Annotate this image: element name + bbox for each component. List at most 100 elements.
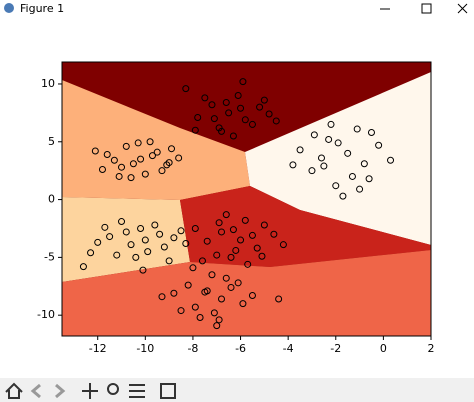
- scatter-point: [222, 274, 230, 282]
- zoom-button[interactable]: [107, 383, 119, 395]
- scatter-point: [289, 161, 297, 169]
- x-tick-label: -6: [235, 342, 246, 355]
- scatter-point: [218, 127, 226, 135]
- scatter-point: [141, 170, 149, 178]
- toolbar: [0, 378, 474, 402]
- scatter-point: [153, 148, 161, 156]
- scatter-point: [232, 246, 240, 254]
- scatter-point: [239, 78, 247, 86]
- scatter-point: [165, 159, 173, 167]
- scatter-point: [265, 110, 273, 118]
- scatter-point: [260, 96, 268, 104]
- scatter-point: [165, 257, 173, 265]
- decision-regions: [62, 62, 431, 336]
- scatter-point: [244, 260, 252, 268]
- scatter-point: [156, 230, 164, 238]
- scatter-point: [118, 218, 126, 226]
- save-button[interactable]: [160, 383, 176, 399]
- home-button[interactable]: [5, 382, 23, 399]
- scatter-point: [198, 257, 206, 265]
- scatter-point: [137, 224, 145, 232]
- scatter-point: [94, 238, 102, 246]
- scatter-point: [296, 146, 304, 154]
- scatter-point: [218, 295, 226, 303]
- scatter-point: [239, 300, 247, 308]
- scatter-point: [191, 303, 199, 311]
- scatter-point: [170, 234, 178, 242]
- scatter-point: [194, 113, 202, 121]
- scatter-point: [208, 271, 216, 279]
- x-tick-label: 2: [428, 342, 435, 355]
- scatter-point: [256, 103, 264, 111]
- region: [62, 80, 250, 200]
- scatter-point: [101, 223, 109, 231]
- scatter-point: [148, 152, 156, 160]
- close-button[interactable]: [457, 3, 468, 14]
- scatter-point: [222, 98, 230, 106]
- scatter-point: [360, 160, 368, 168]
- scatter-point: [229, 132, 237, 140]
- scatter-point: [79, 263, 87, 271]
- scatter-point: [375, 141, 383, 149]
- x-tick-label: -8: [187, 342, 198, 355]
- axes-frame: [61, 61, 432, 337]
- scatter-point: [241, 216, 249, 224]
- region: [245, 72, 431, 245]
- scatter-point: [387, 156, 395, 164]
- scatter-point: [248, 231, 256, 239]
- region: [180, 186, 431, 267]
- configure-button[interactable]: [129, 384, 145, 398]
- scatter-point: [129, 160, 137, 168]
- scatter-point: [334, 139, 342, 147]
- scatter-point: [213, 322, 221, 330]
- scatter-point: [332, 182, 340, 190]
- scatter-point: [237, 104, 245, 112]
- x-tick-label: -4: [283, 342, 294, 355]
- window-title: Figure 1: [20, 2, 64, 15]
- scatter-point: [210, 115, 218, 123]
- scatter-point: [248, 292, 256, 300]
- toolbar-icons: [5, 382, 176, 399]
- scatter-point: [227, 253, 235, 261]
- scatter-point: [253, 244, 261, 252]
- region: [62, 250, 431, 336]
- app-icon: [4, 3, 14, 13]
- scatter-point: [177, 307, 185, 315]
- scatter-point: [191, 126, 199, 134]
- back-button[interactable]: [30, 383, 41, 399]
- scatter-point: [225, 109, 233, 117]
- forward-button[interactable]: [55, 383, 66, 399]
- maximize-button[interactable]: [421, 3, 432, 14]
- scatter-point: [317, 154, 325, 162]
- scatter-point: [91, 147, 99, 155]
- scatter-point: [356, 185, 364, 193]
- scatter-point: [106, 233, 114, 241]
- scatter-point: [260, 221, 268, 229]
- scatter-point: [241, 116, 249, 124]
- scatter-point: [348, 172, 356, 180]
- y-tick-label: -5: [44, 250, 55, 263]
- scatter-point: [234, 279, 242, 287]
- pan-button[interactable]: [82, 383, 98, 399]
- scatter-point: [208, 101, 216, 109]
- scatter-point: [98, 166, 106, 174]
- scatter-point: [139, 266, 147, 274]
- scatter-point: [327, 120, 335, 128]
- scatter-point: [163, 161, 171, 169]
- scatter-point: [160, 243, 168, 251]
- scatter-point: [134, 139, 142, 147]
- scatter-point: [184, 281, 192, 289]
- scatter-point: [237, 236, 245, 244]
- y-tick-label: 5: [48, 135, 55, 148]
- scatter-point: [127, 174, 135, 182]
- scatter-point: [137, 155, 145, 163]
- scatter-point: [215, 219, 223, 227]
- scatter-point: [275, 295, 283, 303]
- scatter-point: [229, 226, 237, 234]
- scatter-point: [344, 149, 352, 157]
- scatter-point: [203, 237, 211, 245]
- scatter-point: [115, 172, 123, 180]
- scatter-point: [118, 163, 126, 171]
- scatter-point: [158, 293, 166, 301]
- scatter-point: [182, 240, 190, 248]
